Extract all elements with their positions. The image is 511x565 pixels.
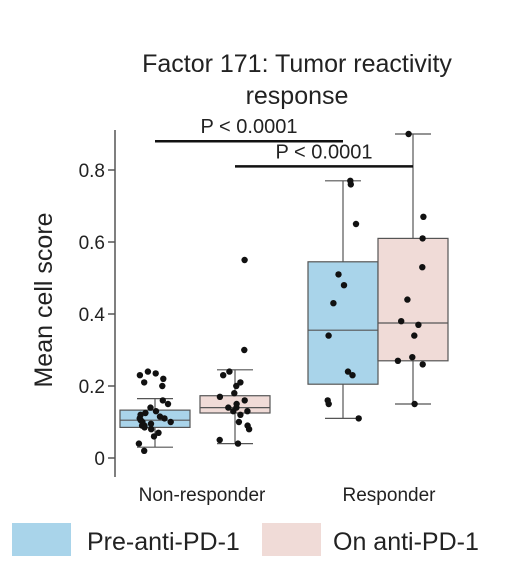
legend-label: On anti-PD-1 [333, 528, 479, 556]
data-point [419, 235, 426, 242]
data-point [226, 368, 233, 375]
x-category-label: Responder [343, 485, 437, 506]
legend: Pre-anti-PD-1 On anti-PD-1 [12, 523, 479, 556]
data-point [160, 375, 167, 382]
data-point [405, 130, 412, 138]
box [377, 237, 449, 362]
data-point [411, 332, 418, 339]
chart-title-line-2: response [246, 82, 349, 110]
data-point [398, 318, 405, 325]
data-point [404, 296, 411, 303]
data-point [409, 354, 416, 361]
data-point [419, 361, 426, 368]
data-point [324, 397, 331, 404]
data-point [156, 413, 164, 420]
data-point [141, 447, 148, 454]
legend-swatch [12, 523, 71, 556]
data-point [330, 300, 337, 307]
data-point [241, 256, 248, 264]
box-group [199, 256, 271, 447]
data-point [144, 368, 152, 375]
y-axis-label: Mean cell score [30, 212, 58, 387]
chart-title: Factor 171: Tumor reactivity response [142, 50, 452, 110]
data-point [349, 372, 356, 379]
data-point [233, 382, 240, 390]
data-point [235, 418, 243, 426]
data-point [142, 409, 149, 417]
chart-title-line-1: Factor 171: Tumor reactivity [142, 50, 452, 78]
data-point [135, 440, 143, 447]
box [307, 261, 379, 385]
y-tick-label: 0.8 [79, 161, 105, 182]
significance-label: P < 0.0001 [276, 141, 373, 163]
data-point [216, 436, 223, 444]
data-point [225, 404, 232, 411]
data-point [159, 382, 166, 390]
data-point [137, 411, 144, 418]
y-tick-label: 0 [94, 449, 105, 470]
data-point [394, 357, 402, 364]
data-point [141, 379, 148, 386]
data-point [241, 346, 248, 354]
data-point [147, 420, 155, 427]
data-point [237, 379, 244, 386]
data-point [164, 400, 172, 408]
data-point [152, 408, 160, 415]
data-point [233, 400, 240, 408]
y-tick-label: 0.4 [79, 305, 106, 326]
data-point [241, 397, 248, 404]
data-point [216, 393, 224, 400]
data-point [155, 429, 162, 436]
data-point [420, 213, 427, 220]
plot-area: 0 0.2 0.4 0.6 0.8 Non-responder Responder P < 0… [79, 116, 449, 506]
y-tick-label: 0.6 [79, 233, 105, 254]
data-point [347, 177, 354, 184]
data-point [159, 397, 166, 404]
y-tick-label: 0.2 [79, 377, 105, 398]
box-group [377, 130, 449, 408]
data-point [244, 408, 251, 415]
data-point [335, 271, 342, 278]
data-point [152, 370, 159, 377]
data-point [220, 372, 227, 379]
data-point [352, 220, 360, 228]
data-point [355, 415, 362, 422]
data-point [340, 282, 348, 289]
data-point [325, 332, 332, 339]
box-group [119, 368, 191, 454]
data-point [234, 440, 242, 447]
data-point [344, 368, 352, 375]
data-point [231, 390, 238, 397]
data-point [411, 400, 418, 408]
data-point [415, 321, 422, 328]
legend-label: Pre-anti-PD-1 [87, 528, 240, 556]
data-point [148, 426, 155, 433]
data-point [244, 422, 251, 429]
significance-label: P < 0.0001 [201, 116, 298, 138]
data-point [150, 433, 158, 440]
data-point [419, 264, 426, 271]
data-point [167, 418, 174, 426]
box-group [307, 177, 379, 422]
data-point [147, 404, 154, 411]
data-point [136, 372, 144, 379]
data-point [237, 411, 244, 418]
x-category-label: Non-responder [139, 485, 266, 506]
legend-swatch [262, 523, 321, 556]
